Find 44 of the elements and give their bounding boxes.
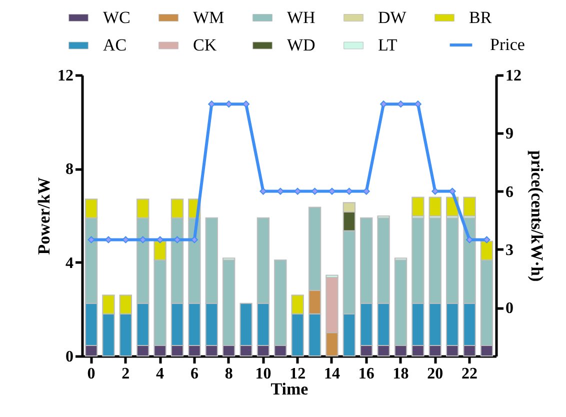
point bbox=[242, 100, 250, 108]
point bbox=[397, 100, 404, 108]
legend-label: WC bbox=[103, 8, 130, 27]
legend-label: WM bbox=[193, 8, 224, 27]
bar bbox=[463, 196, 476, 216]
y2-tick-label: 0 bbox=[506, 300, 514, 318]
legend-label: AC bbox=[103, 36, 127, 54]
x-tick-label: 16 bbox=[358, 366, 374, 382]
y-tick-label: 0 bbox=[66, 348, 74, 366]
legend-label: LT bbox=[378, 36, 398, 54]
x-tick-label: 18 bbox=[392, 366, 409, 382]
x-tick-label: 22 bbox=[462, 366, 478, 382]
y2-axis-title: price(cents/kW·h) bbox=[528, 150, 546, 282]
y2-tick-label: 9 bbox=[506, 126, 514, 143]
x-tick-label: 14 bbox=[324, 366, 340, 382]
x-tick-label: 8 bbox=[224, 366, 233, 382]
legend-label: DW bbox=[378, 8, 408, 27]
y-axis-title: Power/kW bbox=[34, 177, 54, 255]
x-tick-label: 6 bbox=[190, 366, 198, 382]
bar bbox=[428, 196, 442, 216]
legend-label: BR bbox=[469, 8, 492, 27]
point bbox=[483, 236, 490, 244]
point bbox=[88, 236, 95, 244]
point bbox=[225, 100, 232, 108]
y-tick-label: 12 bbox=[58, 68, 74, 84]
legend-label: CK bbox=[193, 36, 218, 54]
bar bbox=[412, 196, 424, 216]
legend-label: Price bbox=[490, 35, 525, 54]
x-tick-label: 10 bbox=[255, 366, 272, 382]
y2-tick-label: 12 bbox=[506, 68, 522, 84]
x-tick-label: 12 bbox=[290, 366, 306, 382]
legend-label: WD bbox=[287, 36, 316, 54]
point bbox=[260, 188, 267, 195]
legend-label: WH bbox=[287, 8, 316, 27]
y2-tick-label: 3 bbox=[506, 242, 514, 259]
y2-tick-label: 6 bbox=[506, 184, 514, 201]
x-tick-label: 0 bbox=[87, 366, 96, 382]
point bbox=[311, 188, 318, 195]
y-tick-label: 4 bbox=[66, 254, 74, 272]
y-tick-label: 8 bbox=[66, 161, 74, 178]
x-axis-title: Time bbox=[270, 380, 309, 398]
x-tick-label: 4 bbox=[156, 366, 164, 382]
x-tick-label: 2 bbox=[122, 366, 130, 382]
x-tick-label: 20 bbox=[427, 366, 444, 382]
